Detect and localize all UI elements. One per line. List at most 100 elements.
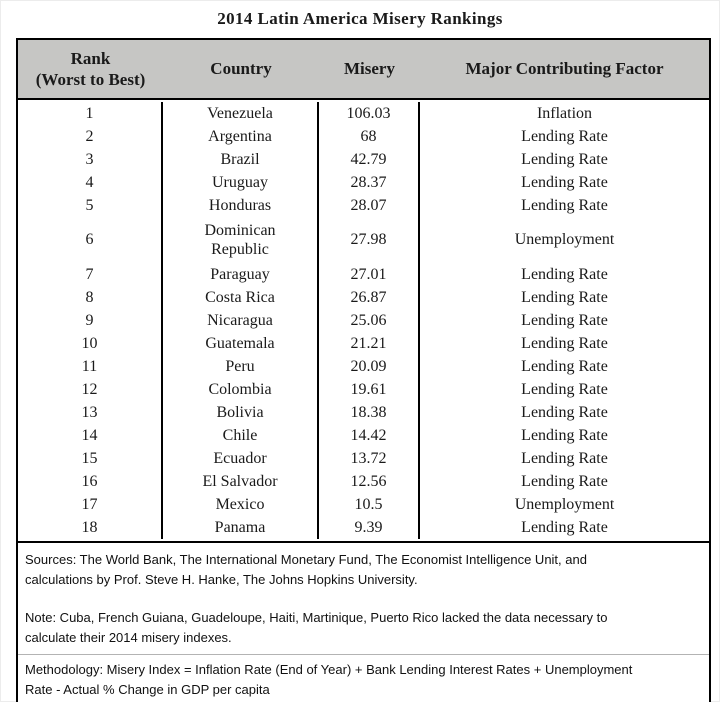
misery-cell: 21.21 — [319, 332, 420, 355]
country-cell: Honduras — [163, 194, 319, 217]
factor-cell: Unemployment — [514, 231, 615, 249]
factor-cell: Inflation — [536, 104, 593, 122]
table-row: 1 Venezuela 106.03 Inflation — [18, 102, 709, 125]
table-row: 12 Colombia 19.61 Lending Rate — [18, 378, 709, 401]
table-row: 9 Nicaragua 25.06 Lending Rate — [18, 309, 709, 332]
factor-cell: Lending Rate — [521, 265, 608, 283]
header-factor: Major Contributing Factor — [465, 59, 664, 79]
country-cell: Dominican Republic — [163, 217, 319, 263]
rank-cell: 5 — [18, 194, 163, 217]
misery-cell: 20.09 — [319, 355, 420, 378]
factor-cell: Lending Rate — [521, 196, 608, 214]
misery-cell: 106.03 — [319, 102, 420, 125]
rank-cell: 16 — [18, 470, 163, 493]
table-row: 3 Brazil 42.79 Lending Rate — [18, 148, 709, 171]
table-row: 2 Argentina 68 Lending Rate — [18, 125, 709, 148]
header-country: Country — [210, 59, 272, 79]
factor-cell: Lending Rate — [521, 357, 608, 375]
country-cell: Costa Rica — [163, 286, 319, 309]
footer-notes: Sources: The World Bank, The Internation… — [18, 543, 709, 647]
factor-cell: Lending Rate — [521, 380, 608, 398]
table-row: 6 Dominican Republic 27.98 Unemployment — [18, 217, 709, 263]
country-cell: Argentina — [163, 125, 319, 148]
rank-cell: 14 — [18, 424, 163, 447]
table-row: 7 Paraguay 27.01 Lending Rate — [18, 263, 709, 286]
country-cell: Ecuador — [163, 447, 319, 470]
misery-cell: 27.98 — [319, 217, 420, 263]
country-cell: Peru — [163, 355, 319, 378]
table-row: 18 Panama 9.39 Lending Rate — [18, 516, 709, 539]
rank-cell: 8 — [18, 286, 163, 309]
rank-cell: 13 — [18, 401, 163, 424]
page-title: 2014 Latin America Misery Rankings — [217, 9, 503, 28]
rank-cell: 3 — [18, 148, 163, 171]
table-row: 8 Costa Rica 26.87 Lending Rate — [18, 286, 709, 309]
country-cell: Colombia — [163, 378, 319, 401]
table-row: 4 Uruguay 28.37 Lending Rate — [18, 171, 709, 194]
factor-cell: Lending Rate — [521, 173, 608, 191]
misery-cell: 28.07 — [319, 194, 420, 217]
misery-cell: 12.56 — [319, 470, 420, 493]
misery-cell: 26.87 — [319, 286, 420, 309]
country-cell: Venezuela — [163, 102, 319, 125]
misery-cell: 27.01 — [319, 263, 420, 286]
rank-cell: 9 — [18, 309, 163, 332]
table-row: 11 Peru 20.09 Lending Rate — [18, 355, 709, 378]
data-availability-note: Note: Cuba, French Guiana, Guadeloupe, H… — [25, 610, 608, 645]
rank-cell: 12 — [18, 378, 163, 401]
rank-cell: 15 — [18, 447, 163, 470]
country-cell: Nicaragua — [163, 309, 319, 332]
misery-cell: 68 — [319, 125, 420, 148]
table-row: 14 Chile 14.42 Lending Rate — [18, 424, 709, 447]
country-cell: Brazil — [163, 148, 319, 171]
country-cell: Chile — [163, 424, 319, 447]
misery-rankings-table: Rank (Worst to Best) Country Misery Majo… — [16, 38, 711, 702]
rank-cell: 6 — [18, 217, 163, 263]
country-cell: Bolivia — [163, 401, 319, 424]
country-cell: Mexico — [163, 493, 319, 516]
table-row: 16 El Salvador 12.56 Lending Rate — [18, 470, 709, 493]
methodology-note: Methodology: Misery Index = Inflation Ra… — [18, 654, 709, 702]
table-row: 15 Ecuador 13.72 Lending Rate — [18, 447, 709, 470]
table-row: 10 Guatemala 21.21 Lending Rate — [18, 332, 709, 355]
rank-cell: 4 — [18, 171, 163, 194]
table-row: 17 Mexico 10.5 Unemployment — [18, 493, 709, 516]
rank-cell: 1 — [18, 102, 163, 125]
misery-cell: 19.61 — [319, 378, 420, 401]
factor-cell: Unemployment — [514, 495, 615, 513]
country-cell: Guatemala — [163, 332, 319, 355]
misery-cell: 9.39 — [319, 516, 420, 539]
header-rank: Rank (Worst to Best) — [35, 48, 146, 89]
misery-cell: 28.37 — [319, 171, 420, 194]
factor-cell: Lending Rate — [521, 150, 608, 168]
misery-cell: 42.79 — [319, 148, 420, 171]
misery-cell: 18.38 — [319, 401, 420, 424]
country-cell: Panama — [163, 516, 319, 539]
header-misery: Misery — [344, 59, 395, 79]
country-cell: Uruguay — [163, 171, 319, 194]
factor-cell: Lending Rate — [521, 449, 608, 467]
rank-cell: 7 — [18, 263, 163, 286]
misery-cell: 10.5 — [319, 493, 420, 516]
table-header-row: Rank (Worst to Best) Country Misery Majo… — [18, 40, 709, 100]
misery-cell: 25.06 — [319, 309, 420, 332]
table-row: 5 Honduras 28.07 Lending Rate — [18, 194, 709, 217]
factor-cell: Lending Rate — [521, 403, 608, 421]
rank-cell: 2 — [18, 125, 163, 148]
rank-cell: 10 — [18, 332, 163, 355]
country-cell: Paraguay — [163, 263, 319, 286]
misery-cell: 14.42 — [319, 424, 420, 447]
factor-cell: Lending Rate — [521, 426, 608, 444]
factor-cell: Lending Rate — [521, 334, 608, 352]
sources-note: Sources: The World Bank, The Internation… — [25, 552, 587, 587]
factor-cell: Lending Rate — [521, 127, 608, 145]
factor-cell: Lending Rate — [521, 472, 608, 490]
country-cell: El Salvador — [163, 470, 319, 493]
factor-cell: Lending Rate — [521, 518, 608, 536]
rank-cell: 18 — [18, 516, 163, 539]
table-row: 13 Bolivia 18.38 Lending Rate — [18, 401, 709, 424]
rank-cell: 11 — [18, 355, 163, 378]
factor-cell: Lending Rate — [521, 288, 608, 306]
rank-cell: 17 — [18, 493, 163, 516]
